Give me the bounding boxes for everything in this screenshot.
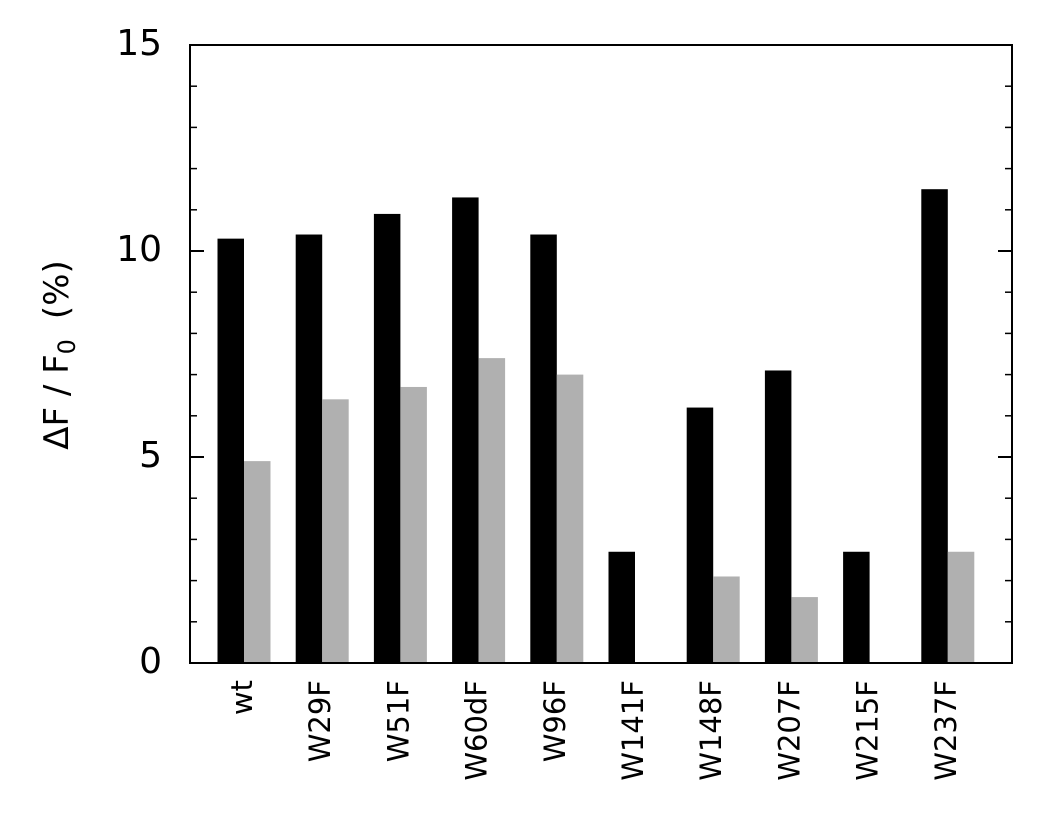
bar bbox=[295, 234, 323, 663]
bar bbox=[556, 374, 584, 663]
bar bbox=[947, 551, 975, 663]
bar bbox=[373, 213, 401, 664]
bar bbox=[244, 461, 271, 663]
bar bbox=[686, 407, 714, 663]
y-tick-label: 10 bbox=[116, 229, 162, 270]
x-tick-label: W51F bbox=[381, 680, 415, 762]
plot-frame bbox=[189, 44, 1013, 664]
y-tick-label: 0 bbox=[139, 641, 162, 682]
bar bbox=[530, 234, 557, 663]
y-tick-label: 15 bbox=[116, 23, 162, 64]
y-axis-label: ΔF / F0 (%) bbox=[37, 260, 82, 450]
x-tick-label: W237F bbox=[929, 680, 963, 781]
bar bbox=[452, 197, 479, 663]
y-label-subscript: 0 bbox=[53, 339, 81, 354]
x-tick-label: W207F bbox=[772, 680, 806, 781]
y-tick-label: 5 bbox=[139, 435, 162, 476]
x-tick-label: wt bbox=[225, 680, 259, 715]
bar bbox=[217, 238, 244, 663]
y-label-main: ΔF / F bbox=[37, 354, 77, 449]
bar bbox=[713, 576, 740, 663]
bar bbox=[400, 386, 427, 663]
bar bbox=[478, 358, 506, 663]
bar bbox=[843, 551, 870, 663]
x-tick-label: W141F bbox=[616, 680, 650, 781]
bar bbox=[921, 189, 948, 663]
x-tick-label: W96F bbox=[538, 680, 572, 762]
x-tick-label: W148F bbox=[694, 680, 728, 781]
bar bbox=[608, 551, 635, 663]
bar bbox=[322, 399, 349, 663]
y-label-unit: (%) bbox=[37, 260, 77, 319]
bar bbox=[764, 370, 792, 663]
x-tick-label: W215F bbox=[851, 680, 885, 781]
x-tick-label: W60dF bbox=[460, 680, 494, 781]
x-tick-label: W29F bbox=[303, 680, 337, 762]
bar bbox=[791, 597, 818, 663]
